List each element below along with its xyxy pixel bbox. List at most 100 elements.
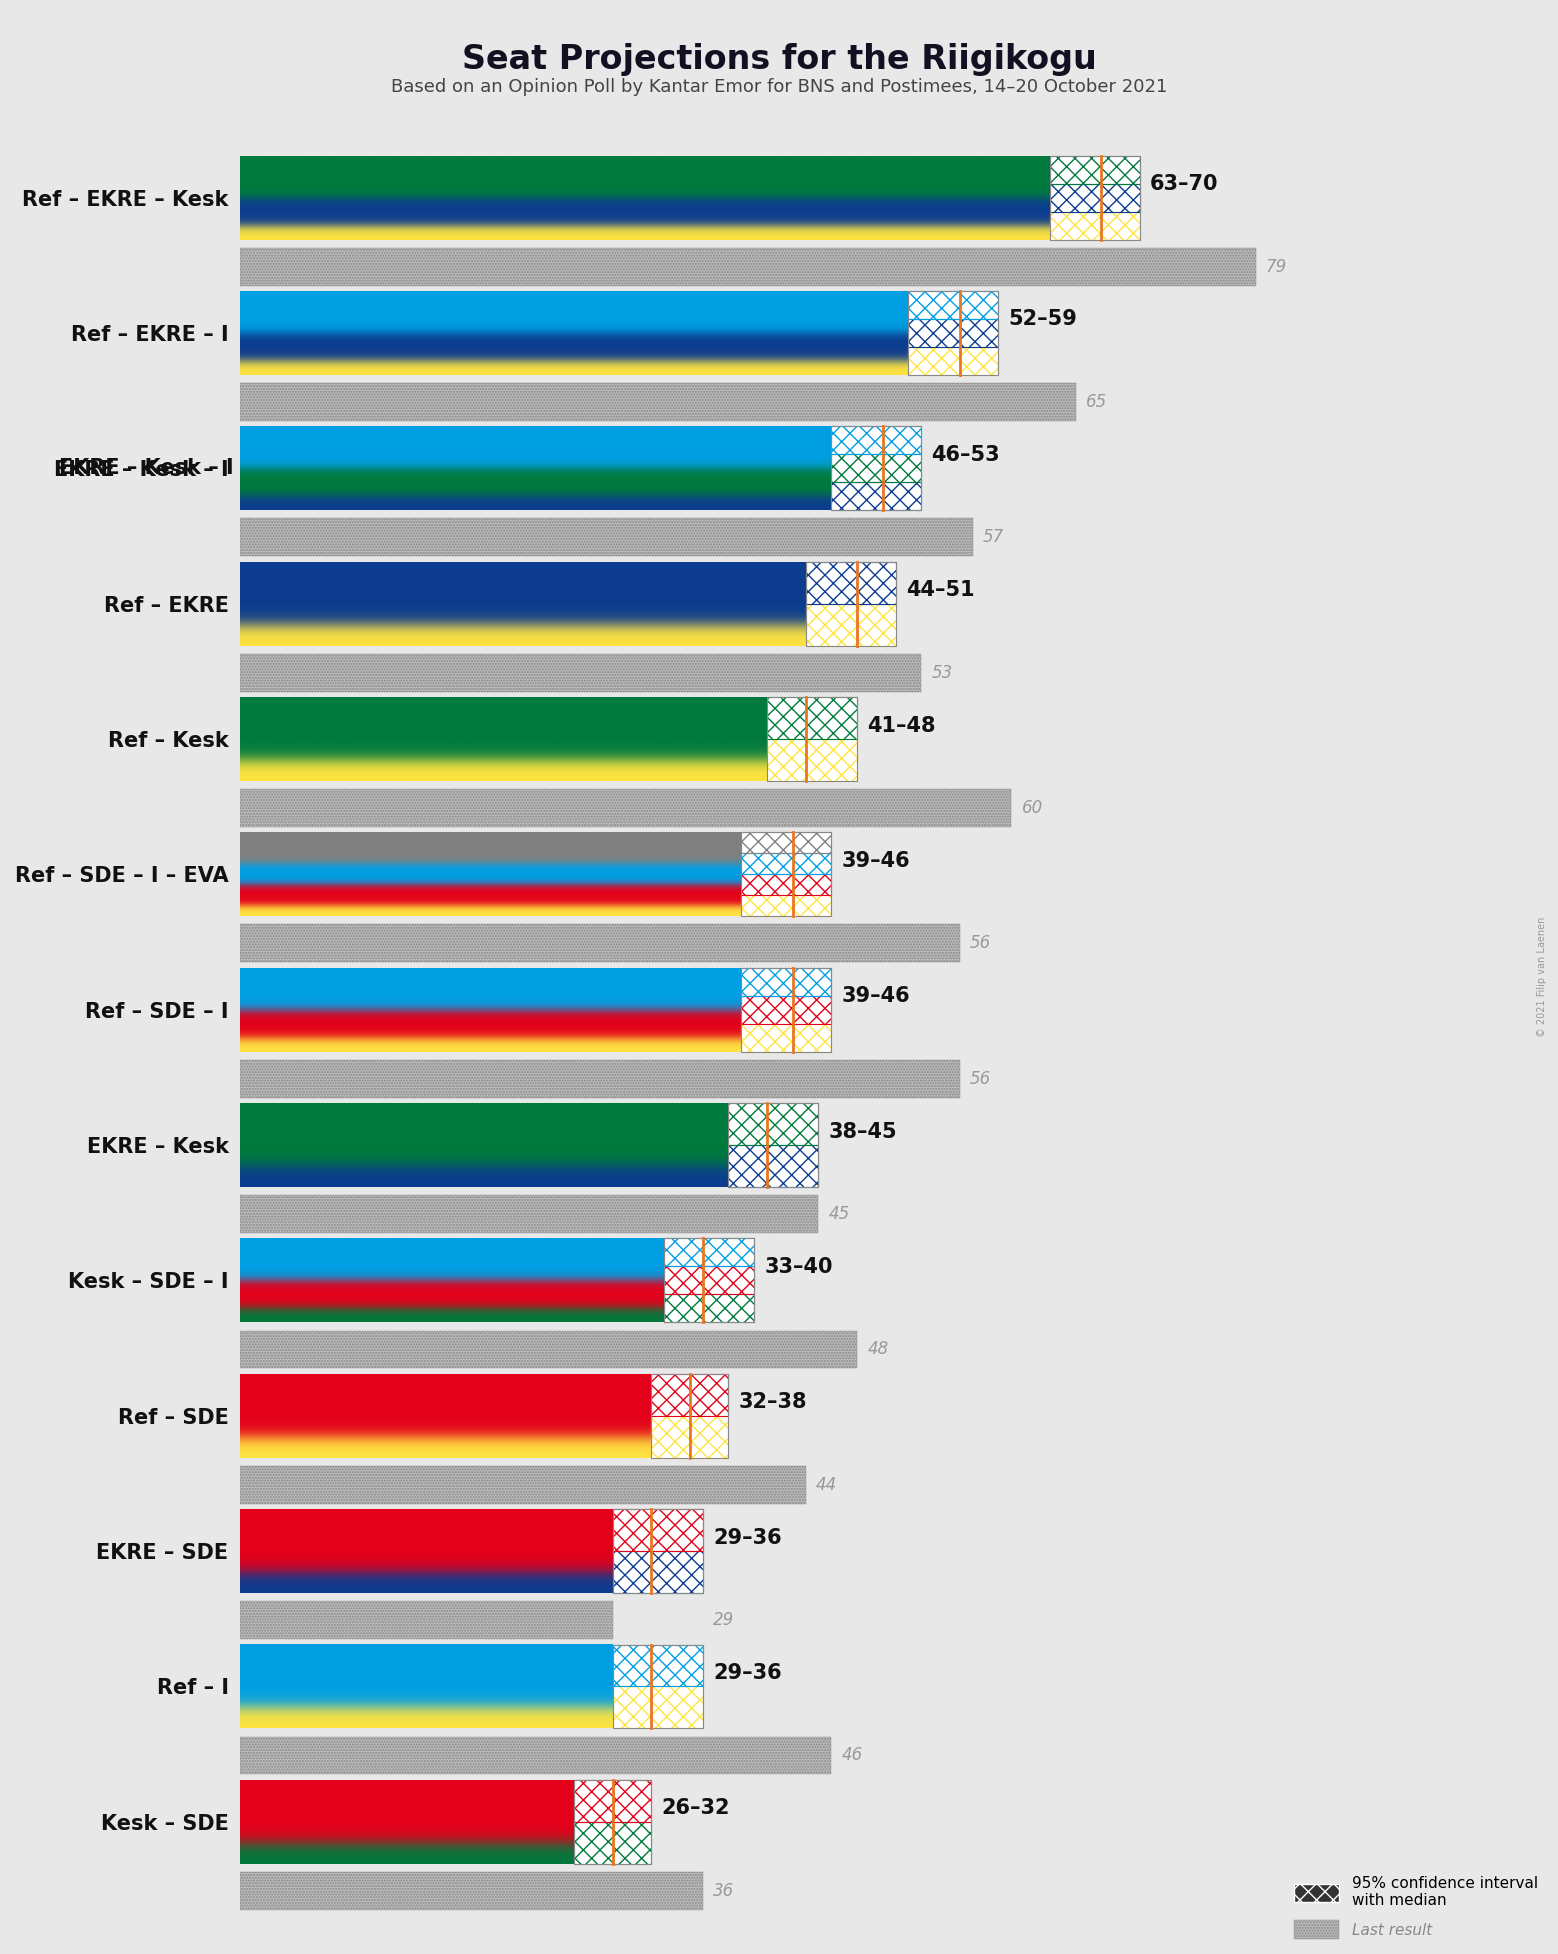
Text: 45: 45: [829, 1206, 851, 1223]
Bar: [664, 1266, 754, 1294]
Bar: [1050, 156, 1140, 184]
Bar: [767, 698, 857, 739]
Bar: [240, 655, 921, 692]
Bar: [742, 832, 832, 916]
Bar: [612, 1645, 703, 1729]
Bar: [240, 1059, 960, 1098]
Legend: 95% confidence interval
with median, Last result: 95% confidence interval with median, Las…: [1287, 1870, 1544, 1944]
Bar: [742, 967, 832, 997]
Text: 46–53: 46–53: [932, 446, 1000, 465]
Bar: [742, 895, 832, 916]
Bar: [612, 1508, 703, 1593]
Bar: [742, 895, 832, 916]
Bar: [612, 1508, 703, 1551]
Text: 65: 65: [1086, 393, 1108, 410]
Bar: [767, 739, 857, 782]
Text: 48: 48: [868, 1340, 888, 1358]
Bar: [612, 1508, 703, 1551]
Bar: [651, 1417, 729, 1458]
Bar: [1050, 184, 1140, 211]
Bar: [240, 248, 1256, 285]
Bar: [908, 291, 999, 319]
Bar: [742, 967, 832, 1051]
Bar: [240, 1466, 805, 1505]
Text: EKRE – Kesk – I: EKRE – Kesk – I: [59, 459, 234, 479]
Text: © 2021 Filip van Laenen: © 2021 Filip van Laenen: [1538, 916, 1547, 1038]
Bar: [240, 1059, 960, 1098]
Bar: [729, 1145, 818, 1186]
Text: Seat Projections for the Riigikogu: Seat Projections for the Riigikogu: [461, 43, 1097, 76]
Bar: [742, 1024, 832, 1051]
Bar: [805, 604, 896, 645]
Text: 60: 60: [1022, 799, 1042, 817]
Bar: [573, 1780, 651, 1864]
Bar: [240, 383, 1075, 420]
Bar: [1050, 156, 1140, 184]
Bar: [742, 873, 832, 895]
Bar: [240, 1196, 818, 1233]
Bar: [240, 1737, 832, 1774]
Bar: [729, 1104, 818, 1145]
Bar: [240, 518, 972, 557]
Bar: [805, 604, 896, 645]
Text: 63–70: 63–70: [1150, 174, 1218, 193]
Text: Based on an Opinion Poll by Kantar Emor for BNS and Postimees, 14–20 October 202: Based on an Opinion Poll by Kantar Emor …: [391, 78, 1167, 96]
Text: 79: 79: [1267, 258, 1287, 276]
Bar: [742, 854, 832, 873]
Bar: [240, 1331, 857, 1368]
Bar: [240, 1196, 818, 1233]
Bar: [908, 319, 999, 348]
Bar: [240, 1331, 857, 1368]
Bar: [832, 426, 921, 455]
Bar: [742, 1024, 832, 1051]
Bar: [612, 1686, 703, 1729]
Text: 36: 36: [714, 1882, 734, 1899]
Bar: [908, 348, 999, 375]
Bar: [612, 1551, 703, 1593]
Bar: [742, 997, 832, 1024]
Bar: [240, 789, 1011, 827]
Bar: [1050, 211, 1140, 240]
Bar: [240, 1600, 612, 1639]
Text: 56: 56: [971, 1069, 991, 1088]
Bar: [664, 1239, 754, 1266]
Bar: [240, 518, 972, 557]
Bar: [908, 319, 999, 348]
Bar: [805, 561, 896, 604]
Bar: [573, 1780, 651, 1821]
Bar: [240, 655, 921, 692]
Bar: [573, 1780, 651, 1821]
Bar: [742, 832, 832, 854]
Bar: [832, 455, 921, 483]
Bar: [729, 1145, 818, 1186]
Text: 56: 56: [971, 934, 991, 952]
Bar: [805, 561, 896, 604]
Bar: [573, 1821, 651, 1864]
Bar: [767, 698, 857, 782]
Bar: [240, 248, 1256, 285]
Bar: [1050, 211, 1140, 240]
Bar: [742, 832, 832, 854]
Text: 46: 46: [841, 1747, 863, 1764]
Text: 26–32: 26–32: [662, 1798, 731, 1819]
Bar: [240, 924, 960, 963]
Bar: [908, 291, 999, 375]
Bar: [240, 924, 960, 963]
Bar: [832, 455, 921, 483]
Bar: [651, 1374, 729, 1417]
Bar: [612, 1645, 703, 1686]
Bar: [240, 789, 1011, 827]
Bar: [742, 854, 832, 873]
Bar: [742, 997, 832, 1024]
Bar: [573, 1821, 651, 1864]
Text: 44: 44: [816, 1475, 837, 1493]
Bar: [767, 739, 857, 782]
Bar: [1050, 184, 1140, 211]
Bar: [908, 348, 999, 375]
Bar: [742, 967, 832, 997]
Bar: [832, 483, 921, 510]
Text: 33–40: 33–40: [765, 1256, 834, 1276]
Text: 32–38: 32–38: [738, 1393, 807, 1413]
Bar: [240, 1600, 612, 1639]
Bar: [729, 1104, 818, 1145]
